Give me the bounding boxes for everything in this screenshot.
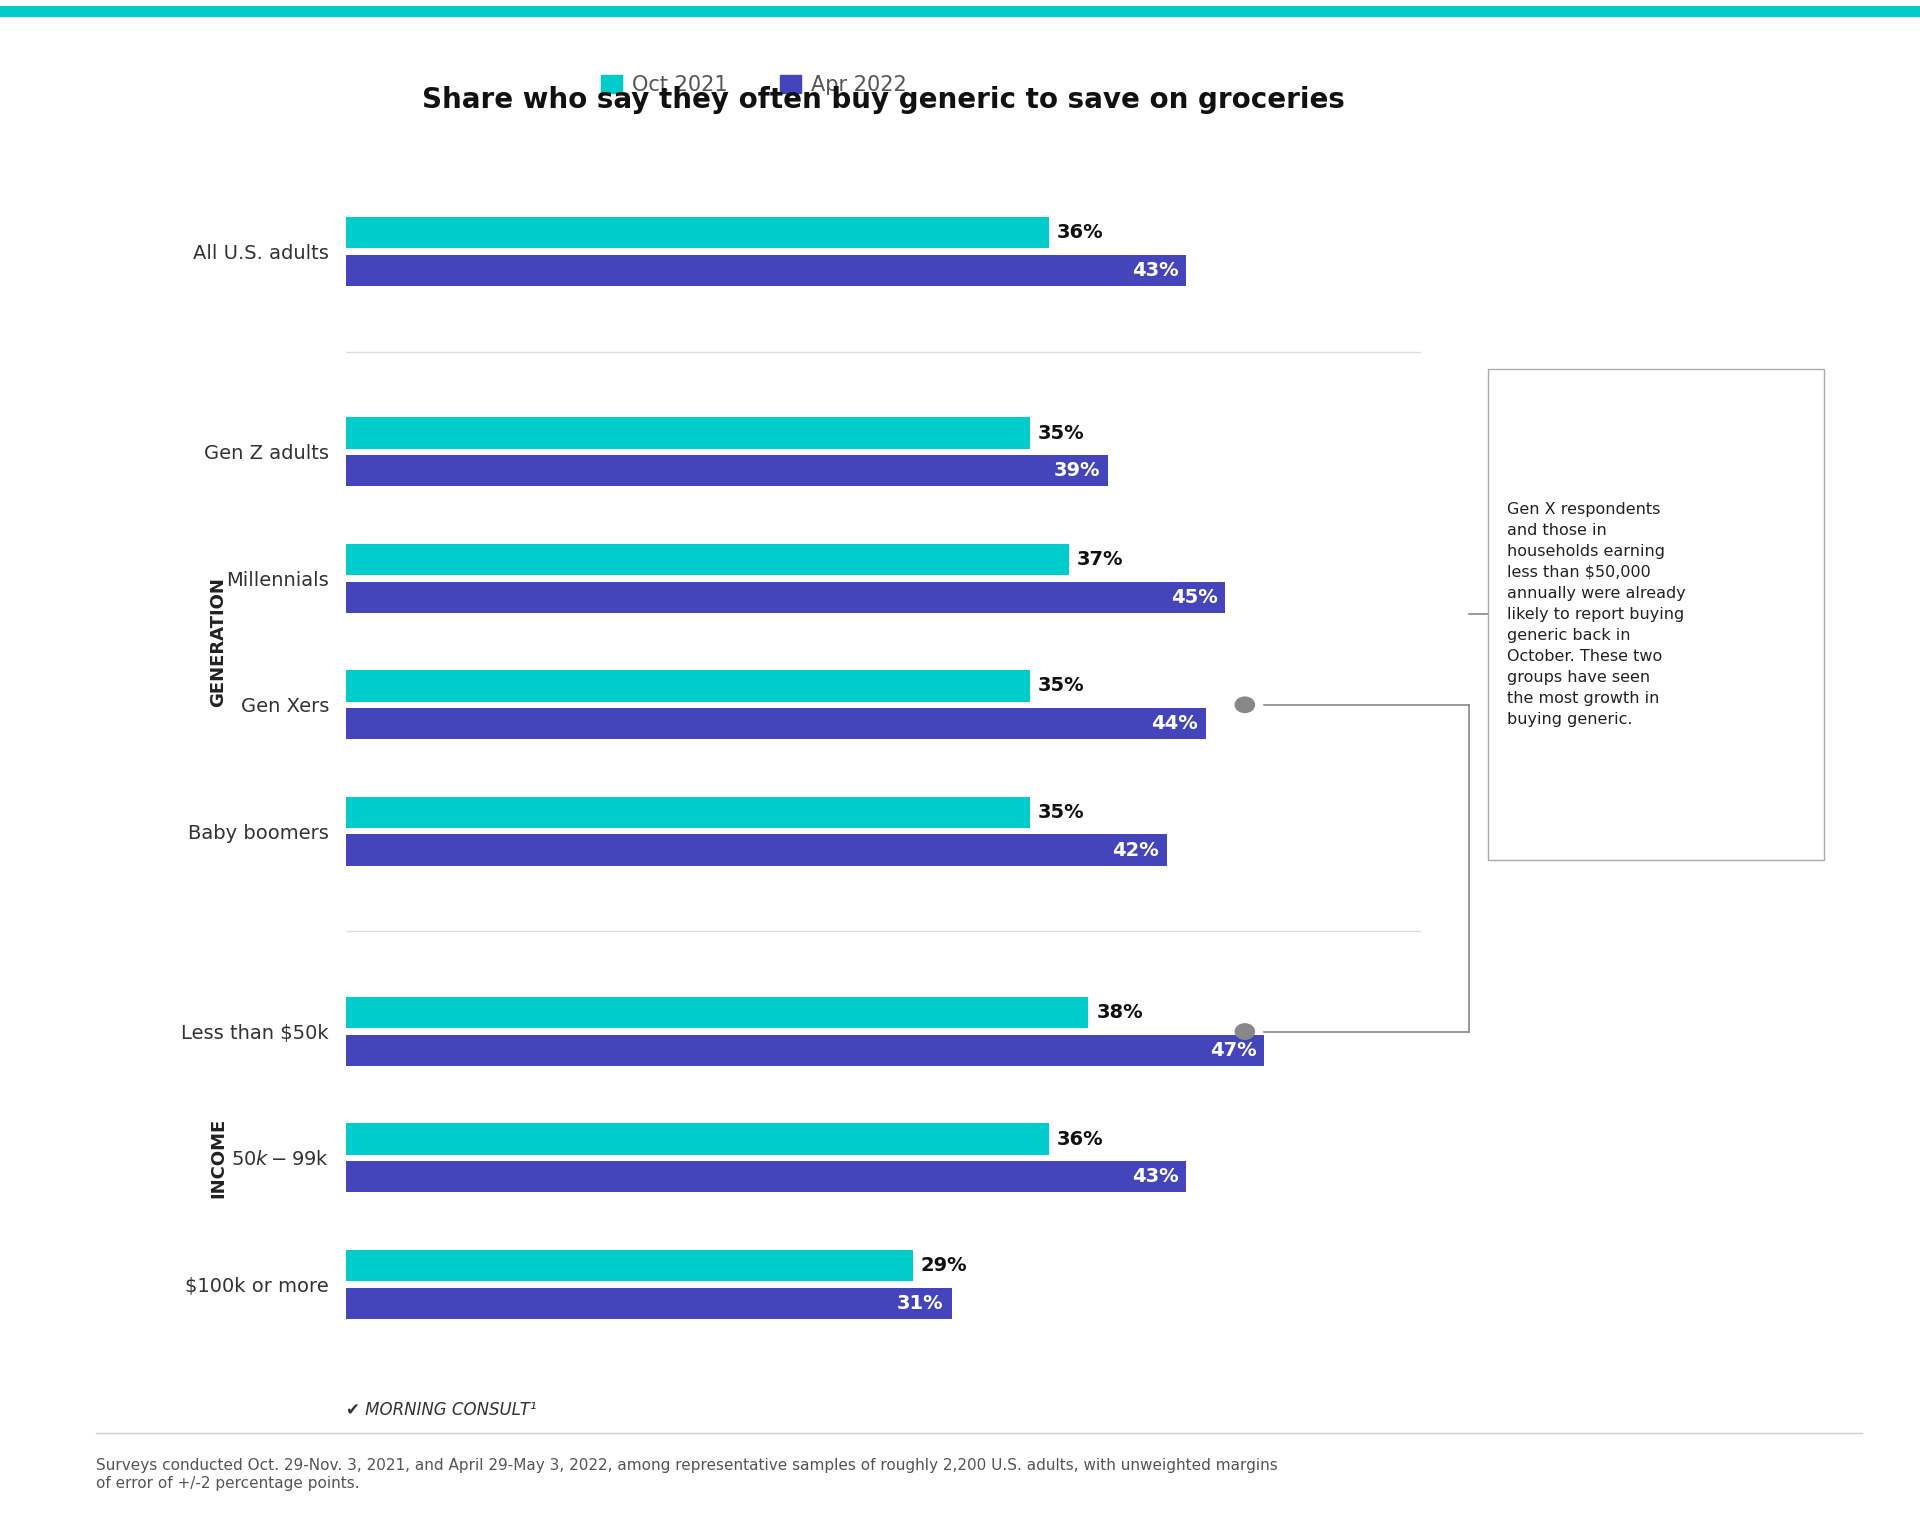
Text: 35%: 35% — [1037, 424, 1085, 442]
Text: 42%: 42% — [1112, 840, 1160, 860]
Legend: Oct 2021, Apr 2022: Oct 2021, Apr 2022 — [593, 66, 916, 103]
Bar — [346, 797, 1029, 828]
Text: 35%: 35% — [1037, 803, 1085, 822]
Bar — [346, 1161, 1187, 1192]
Text: 44%: 44% — [1152, 714, 1198, 733]
Bar — [346, 670, 1029, 702]
Text: Share who say they often buy generic to save on groceries: Share who say they often buy generic to … — [422, 86, 1344, 114]
Text: 36%: 36% — [1058, 1129, 1104, 1149]
Bar — [346, 834, 1167, 866]
Bar — [346, 1035, 1265, 1066]
Bar — [346, 997, 1089, 1028]
Bar — [346, 1287, 952, 1319]
Bar — [346, 582, 1225, 613]
Text: 37%: 37% — [1077, 550, 1123, 568]
Text: Surveys conducted Oct. 29-Nov. 3, 2021, and April 29-May 3, 2022, among represen: Surveys conducted Oct. 29-Nov. 3, 2021, … — [96, 1458, 1277, 1491]
Bar — [346, 255, 1187, 286]
Text: 31%: 31% — [897, 1293, 945, 1313]
Text: GENERATION: GENERATION — [209, 576, 228, 707]
Text: 36%: 36% — [1058, 223, 1104, 243]
Bar — [346, 708, 1206, 739]
Text: 45%: 45% — [1171, 588, 1217, 607]
Bar — [346, 1123, 1050, 1155]
Bar — [346, 544, 1069, 574]
Text: 39%: 39% — [1054, 461, 1100, 481]
Text: 38%: 38% — [1096, 1003, 1142, 1021]
Text: 47%: 47% — [1210, 1041, 1256, 1060]
Text: 43%: 43% — [1131, 1167, 1179, 1186]
Text: 29%: 29% — [920, 1256, 968, 1275]
Text: 43%: 43% — [1131, 261, 1179, 280]
Bar — [346, 1250, 912, 1281]
Bar — [346, 217, 1050, 249]
Text: INCOME: INCOME — [209, 1118, 228, 1198]
Bar — [346, 455, 1108, 487]
Bar — [346, 418, 1029, 449]
Text: Gen X respondents
and those in
households earning
less than $50,000
annually wer: Gen X respondents and those in household… — [1507, 502, 1686, 727]
Text: ✔ MORNING CONSULT¹: ✔ MORNING CONSULT¹ — [346, 1401, 536, 1419]
Text: 35%: 35% — [1037, 676, 1085, 696]
